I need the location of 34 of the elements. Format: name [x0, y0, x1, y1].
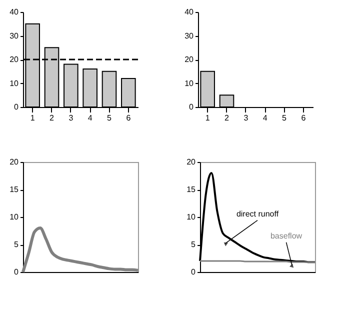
y-tick-label: 15 — [186, 185, 196, 194]
text: direct runoff — [236, 209, 280, 218]
y-tick-label: 20 — [186, 158, 196, 166]
x-tick-label: 4 — [262, 114, 268, 122]
y-tick-label: 15 — [10, 185, 20, 194]
y-tick-label: 30 — [10, 31, 20, 40]
x-tick-label: 2 — [50, 114, 55, 122]
y-tick-label: 0 — [14, 102, 20, 112]
x-tick-label: 2 — [224, 114, 230, 122]
x-tick-label: 1 — [30, 114, 36, 122]
x-tick-label: 3 — [244, 114, 249, 122]
y-tick-label: 40 — [10, 8, 20, 16]
text: baseflow — [270, 231, 302, 240]
x-tick-label: 1 — [205, 114, 210, 122]
y-tick-label: 5 — [14, 240, 20, 249]
y-tick-label: 0 — [14, 268, 20, 276]
y-tick-label: 10 — [10, 78, 20, 88]
y-tick-label: 10 — [184, 78, 194, 88]
y-tick-label: 10 — [10, 212, 20, 222]
y-tick-label: 0 — [191, 268, 196, 276]
x-tick-label: 6 — [301, 114, 306, 122]
x-tick-label: 6 — [126, 114, 132, 122]
y-tick-label: 20 — [184, 55, 194, 64]
y-tick-label: 20 — [10, 55, 20, 64]
y-tick-label: 10 — [186, 212, 196, 222]
y-tick-label: 30 — [184, 31, 194, 40]
y-tick-label: 5 — [191, 240, 196, 249]
x-tick-label: 5 — [107, 114, 112, 122]
x-tick-label: 4 — [88, 114, 93, 122]
x-tick-label: 3 — [68, 114, 74, 122]
x-tick-label: 5 — [282, 114, 288, 122]
y-tick-label: 0 — [189, 102, 194, 112]
y-tick-label: 20 — [10, 158, 20, 166]
y-tick-label: 40 — [184, 8, 194, 16]
